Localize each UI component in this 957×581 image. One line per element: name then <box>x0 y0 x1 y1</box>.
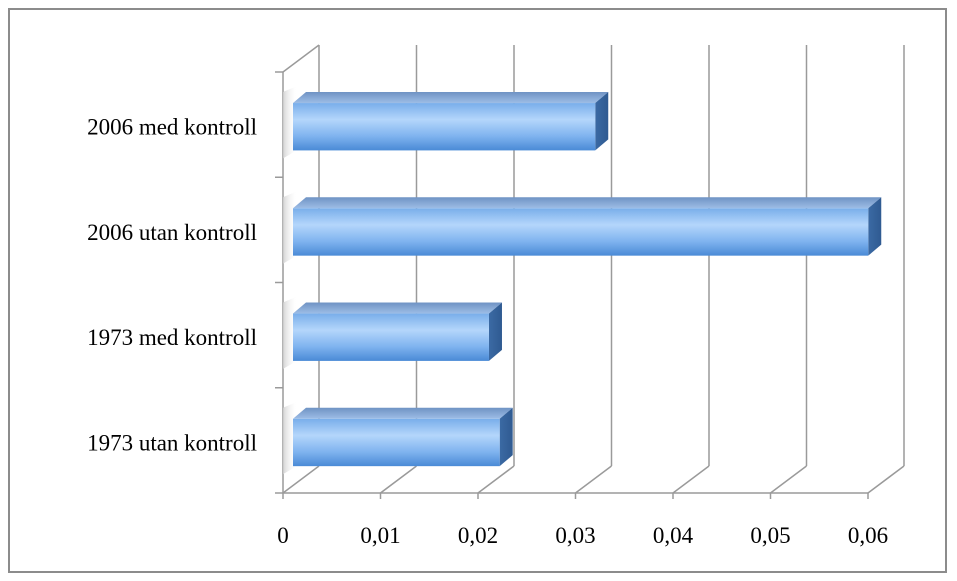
bar-side-face <box>595 92 609 151</box>
category-label: 2006 med kontroll <box>87 115 257 140</box>
category-label: 2006 utan kontroll <box>87 220 257 245</box>
gridline-floor <box>282 465 320 494</box>
gridline-floor <box>575 465 612 494</box>
gridline-floor <box>672 465 710 494</box>
x-tick-label: 0,01 <box>360 523 400 548</box>
x-tick-label: 0,03 <box>555 523 595 548</box>
bar <box>283 191 882 264</box>
bar <box>283 86 609 159</box>
bar-top-face <box>293 197 882 209</box>
gridline-floor <box>477 465 515 494</box>
x-tick-label: 0 <box>277 523 289 548</box>
bar-top-face <box>293 407 513 419</box>
x-tick-label: 0,02 <box>458 523 498 548</box>
side-wall-top-edge <box>282 44 320 73</box>
gridline-floor <box>380 465 417 494</box>
bar-top-face <box>293 92 609 104</box>
gridline-floor <box>770 465 807 494</box>
x-tick-label: 0,05 <box>750 523 790 548</box>
bar-side-face <box>499 407 513 467</box>
bar <box>283 296 502 369</box>
gridline-floor <box>867 465 905 494</box>
x-tick-label: 0,04 <box>653 523 694 548</box>
bars <box>283 86 882 475</box>
bar <box>283 401 513 475</box>
bar-front-face <box>293 208 869 256</box>
category-label: 1973 utan kontroll <box>87 430 257 455</box>
labels: 2006 med kontroll 2006 utan kontroll 1973 … <box>87 115 888 548</box>
x-tick-label: 0,06 <box>848 523 888 548</box>
category-label: 1973 med kontroll <box>87 325 257 350</box>
bar-front-face <box>293 103 596 151</box>
bar-side-face <box>868 197 882 256</box>
bar-side-face <box>488 302 502 361</box>
bar-top-face <box>293 302 502 314</box>
bar-front-face <box>293 418 500 467</box>
bar-front-face <box>293 313 489 361</box>
